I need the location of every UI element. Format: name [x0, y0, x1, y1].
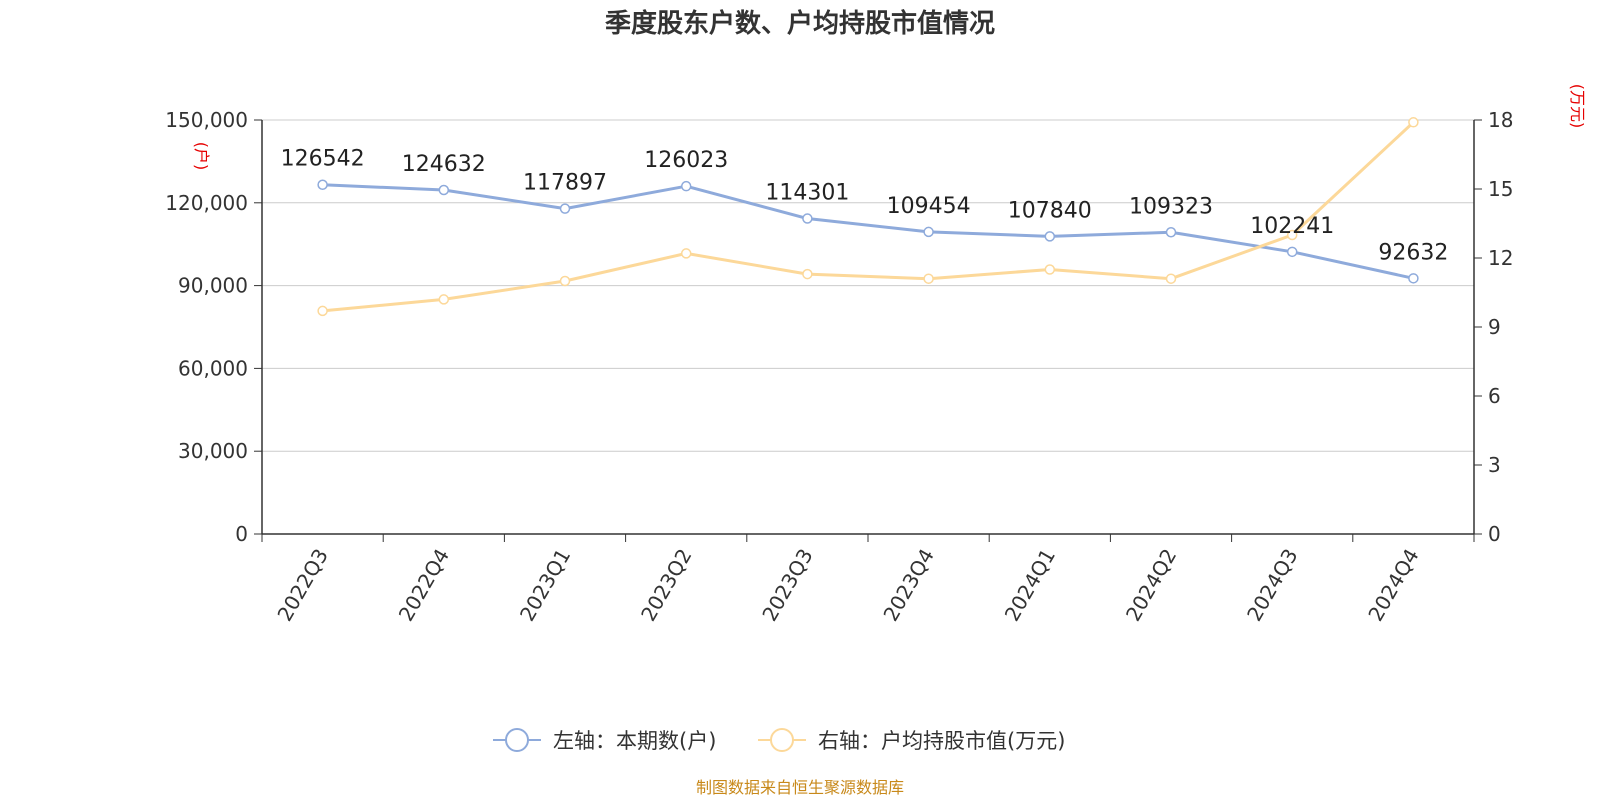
x-tick-label: 2023Q1 [515, 545, 575, 626]
series-group [317, 117, 1419, 317]
right-tick-label: 0 [1488, 522, 1501, 546]
data-label: 102241 [1250, 214, 1334, 239]
series-point-0 [559, 203, 571, 214]
legend[interactable]: 左轴：本期数(户) 右轴：户均持股市值(万元) [493, 728, 1065, 753]
data-label: 114301 [765, 181, 849, 206]
series-point-1 [559, 275, 571, 287]
right-tick-label: 18 [1488, 108, 1513, 132]
data-labels: 126542 124632 117897 126023 114301 109454 1078… [281, 147, 1449, 266]
x-tick-label: 2022Q4 [394, 545, 454, 626]
x-tick-label: 2024Q3 [1242, 545, 1302, 626]
data-label: 117897 [523, 171, 607, 196]
right-axis-unit: (万元) [1568, 84, 1587, 129]
legend-item-left[interactable]: 左轴：本期数(户) [493, 728, 716, 753]
left-tick-label: 0 [235, 522, 248, 546]
series-point-1 [1286, 229, 1298, 241]
right-tick-label: 9 [1488, 315, 1501, 339]
data-label: 92632 [1378, 240, 1448, 265]
series-point-0 [1044, 231, 1056, 242]
legend-left-marker-icon [505, 728, 529, 752]
series-point-1 [317, 305, 328, 317]
series-point-0 [1165, 227, 1177, 238]
right-tick-label: 12 [1488, 246, 1513, 270]
x-tick-label: 2023Q2 [636, 545, 696, 626]
legend-right-marker-icon [770, 728, 794, 752]
chart-title: 季度股东户数、户均持股市值情况 [605, 8, 995, 39]
data-label: 124632 [402, 152, 486, 177]
x-axis-ticks: 2022Q3 2022Q4 2023Q1 2023Q2 2023Q3 2023Q4 2024… [261, 534, 1475, 626]
data-label: 126542 [281, 147, 365, 172]
axes [261, 120, 1475, 535]
series-point-1 [802, 268, 813, 280]
right-tick-label: 6 [1488, 384, 1501, 408]
series-point-0 [802, 213, 813, 224]
left-axis-ticks: 0 30,000 60,000 90,000 120,000 150,000 [165, 108, 262, 546]
data-label: 107840 [1008, 198, 1092, 223]
x-tick-label: 2024Q1 [1000, 545, 1060, 626]
x-tick-label: 2022Q3 [272, 545, 332, 626]
right-tick-label: 3 [1488, 453, 1501, 477]
series-point-0 [317, 179, 328, 190]
series-point-1 [438, 294, 450, 305]
source-note: 制图数据来自恒生聚源数据库 [696, 778, 904, 797]
right-tick-label: 15 [1488, 177, 1513, 201]
series-line-1 [321, 120, 1415, 313]
x-tick-label: 2024Q2 [1121, 545, 1181, 626]
series-point-0 [1408, 273, 1419, 284]
left-tick-label: 60,000 [178, 356, 248, 380]
series-point-1 [1408, 117, 1419, 128]
data-label: 109454 [887, 194, 971, 219]
left-tick-label: 90,000 [178, 274, 248, 298]
series-point-0 [923, 226, 934, 238]
series-point-1 [923, 273, 934, 284]
data-label: 109323 [1129, 194, 1213, 219]
grid-lines [262, 119, 1474, 452]
x-tick-label: 2024Q4 [1363, 545, 1423, 626]
left-tick-label: 120,000 [165, 191, 248, 215]
left-tick-label: 150,000 [165, 108, 248, 132]
data-label: 126023 [644, 148, 728, 173]
left-tick-label: 30,000 [178, 439, 248, 463]
series-point-1 [1044, 264, 1056, 275]
legend-left-label: 左轴：本期数(户) [553, 729, 716, 753]
legend-item-right[interactable]: 右轴：户均持股市值(万元) [758, 728, 1065, 753]
series-line-0 [321, 183, 1415, 280]
series-point-0 [680, 180, 692, 192]
right-axis-ticks: 0 3 6 9 12 15 18 [1474, 108, 1513, 546]
x-tick-label: 2023Q3 [757, 545, 817, 626]
x-tick-label: 2023Q4 [878, 545, 938, 626]
series-point-0 [1286, 246, 1298, 258]
left-axis-unit: (户) [192, 142, 211, 171]
legend-right-label: 右轴：户均持股市值(万元) [818, 729, 1065, 753]
series-point-1 [1165, 273, 1177, 284]
series-point-1 [680, 248, 692, 259]
series-point-0 [438, 184, 450, 196]
